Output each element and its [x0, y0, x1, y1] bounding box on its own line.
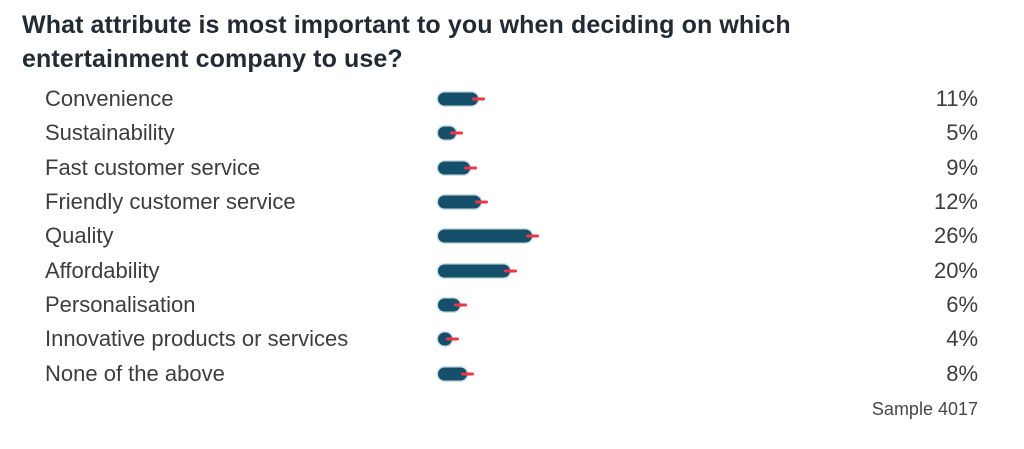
bar-end-marker-icon	[450, 131, 463, 135]
value-label: 26%	[933, 223, 978, 249]
bar	[438, 92, 478, 106]
category-label: Personalisation	[45, 291, 196, 317]
category-label: Friendly customer service	[45, 189, 296, 215]
category-label: Quality	[45, 223, 114, 249]
category-label: Affordability	[45, 257, 160, 283]
value-label: 11%	[935, 86, 978, 112]
category-label: Sustainability	[45, 120, 175, 146]
bar-row: Fast customer service 9%	[0, 151, 1024, 185]
value-label: 20%	[933, 257, 978, 283]
bar-end-marker-icon	[525, 234, 539, 238]
bar-rows: Convenience 11% Sustainability 5% Fast c…	[0, 82, 1024, 391]
bar-row: Affordability 20%	[0, 253, 1024, 287]
category-label: Convenience	[45, 86, 174, 112]
bar-end-marker-icon	[464, 166, 478, 170]
bar	[438, 229, 532, 243]
bar	[438, 367, 467, 381]
value-label: 8%	[946, 360, 978, 386]
bar-end-marker-icon	[504, 269, 517, 273]
bar-end-marker-icon	[460, 372, 474, 376]
bar-row: Personalisation 6%	[0, 288, 1024, 322]
bar-row: Friendly customer service 12%	[0, 185, 1024, 219]
category-label: Innovative products or services	[45, 326, 349, 352]
bar-row: Quality 26%	[0, 219, 1024, 253]
category-label: None of the above	[45, 360, 225, 386]
value-label: 5%	[946, 120, 978, 146]
bar	[438, 332, 453, 346]
bar	[438, 126, 456, 140]
bar-row: Convenience 11%	[0, 82, 1024, 116]
bar-row: None of the above 8%	[0, 356, 1024, 390]
category-label: Fast customer service	[45, 154, 261, 180]
bar	[438, 264, 510, 278]
bar	[438, 298, 460, 312]
value-label: 4%	[946, 326, 978, 352]
sample-size-label: Sample 4017	[871, 399, 978, 419]
bar-end-marker-icon	[471, 97, 485, 101]
value-label: 9%	[946, 154, 978, 180]
bar	[438, 195, 482, 209]
bar-row: Sustainability 5%	[0, 116, 1024, 150]
bar-end-marker-icon	[446, 337, 460, 341]
bar-end-marker-icon	[453, 303, 467, 307]
value-label: 12%	[933, 189, 978, 215]
chart-title: What attribute is most important to you …	[22, 11, 791, 73]
bar-row: Innovative products or services 4%	[0, 322, 1024, 356]
bar-end-marker-icon	[475, 200, 489, 204]
value-label: 6%	[946, 291, 978, 317]
bar	[438, 161, 471, 175]
